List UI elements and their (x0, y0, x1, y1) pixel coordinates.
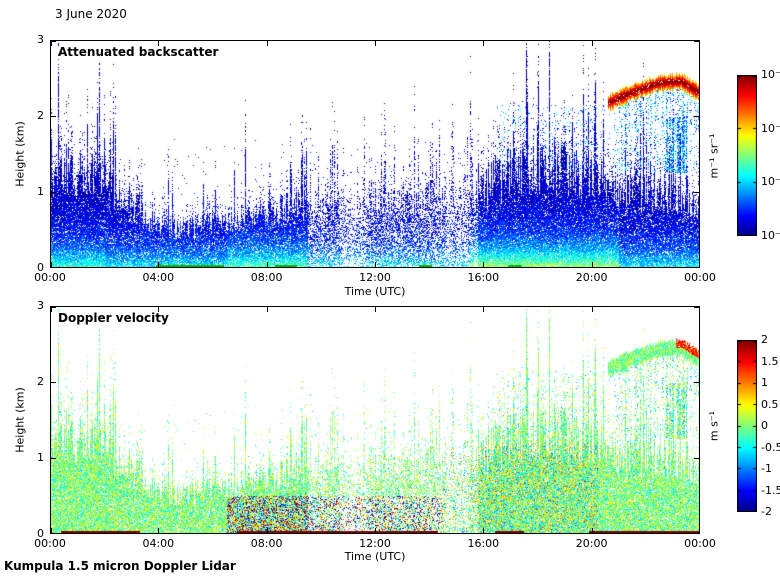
instrument-label: Kumpula 1.5 micron Doppler Lidar (4, 559, 236, 573)
backscatter-title: Attenuated backscatter (58, 45, 219, 59)
x-tick-label: 00:00 (34, 271, 66, 284)
colorbar-tick-label: -2 (761, 505, 772, 518)
x-tick-label: 20:00 (575, 271, 608, 284)
x-tick-label: 00:00 (34, 537, 66, 550)
backscatter-colorbar-unit: m⁻¹ sr⁻¹ (707, 133, 721, 179)
date-label: 3 June 2020 (55, 7, 127, 21)
colorbar-tick-label: 10⁻⁷ (761, 229, 780, 242)
velocity-y-axis-label: Height (km) (13, 387, 27, 453)
colorbar-tick-label: 10⁻⁵ (761, 121, 780, 135)
colorbar-tick-label: -0.5 (761, 440, 780, 454)
colorbar-tick-label: -1.5 (761, 483, 780, 497)
x-tick-label: 08:00 (250, 537, 283, 550)
y-tick-label: 2 (37, 375, 44, 388)
x-tick-label: 20:00 (575, 537, 608, 550)
y-tick-label: 1 (37, 451, 44, 464)
x-tick-label: 12:00 (359, 537, 391, 550)
velocity-colorbar (737, 340, 757, 512)
colorbar-tick-label: 0 (761, 419, 768, 432)
y-tick-label: 2 (37, 109, 44, 122)
x-tick-label: 04:00 (142, 537, 175, 550)
velocity-colorbar-unit: m s⁻¹ (707, 410, 721, 442)
y-tick-label: 0 (37, 261, 44, 274)
colorbar-tick-label: 10⁻⁴ (761, 68, 780, 81)
colorbar-tick-label: 2 (761, 333, 768, 346)
y-tick-label: 0 (37, 527, 44, 540)
y-tick-label: 3 (37, 299, 44, 312)
colorbar-tick-label: 0.5 (761, 397, 779, 411)
velocity-heatmap (50, 306, 700, 534)
backscatter-colorbar (737, 75, 757, 236)
x-tick-label: 12:00 (359, 271, 391, 284)
colorbar-tick-label: 1.5 (761, 354, 779, 368)
x-tick-label: 08:00 (250, 271, 283, 284)
x-tick-label: 16:00 (467, 271, 500, 284)
x-tick-label: 00:00 (684, 271, 716, 284)
y-tick-label: 3 (37, 33, 44, 46)
colorbar-tick-label: -1 (761, 462, 772, 475)
x-tick-label: 00:00 (684, 537, 716, 550)
velocity-x-axis-label: Time (UTC) (344, 550, 406, 563)
backscatter-y-axis-label: Height (km) (13, 121, 27, 187)
backscatter-x-axis-label: Time (UTC) (344, 285, 406, 298)
colorbar-tick-label: 10⁻⁶ (761, 175, 780, 189)
colorbar-tick-label: 1 (761, 376, 768, 389)
x-tick-label: 16:00 (467, 537, 500, 550)
x-tick-label: 04:00 (142, 271, 175, 284)
backscatter-heatmap (50, 40, 700, 268)
y-tick-label: 1 (37, 185, 44, 198)
velocity-title: Doppler velocity (58, 311, 169, 325)
